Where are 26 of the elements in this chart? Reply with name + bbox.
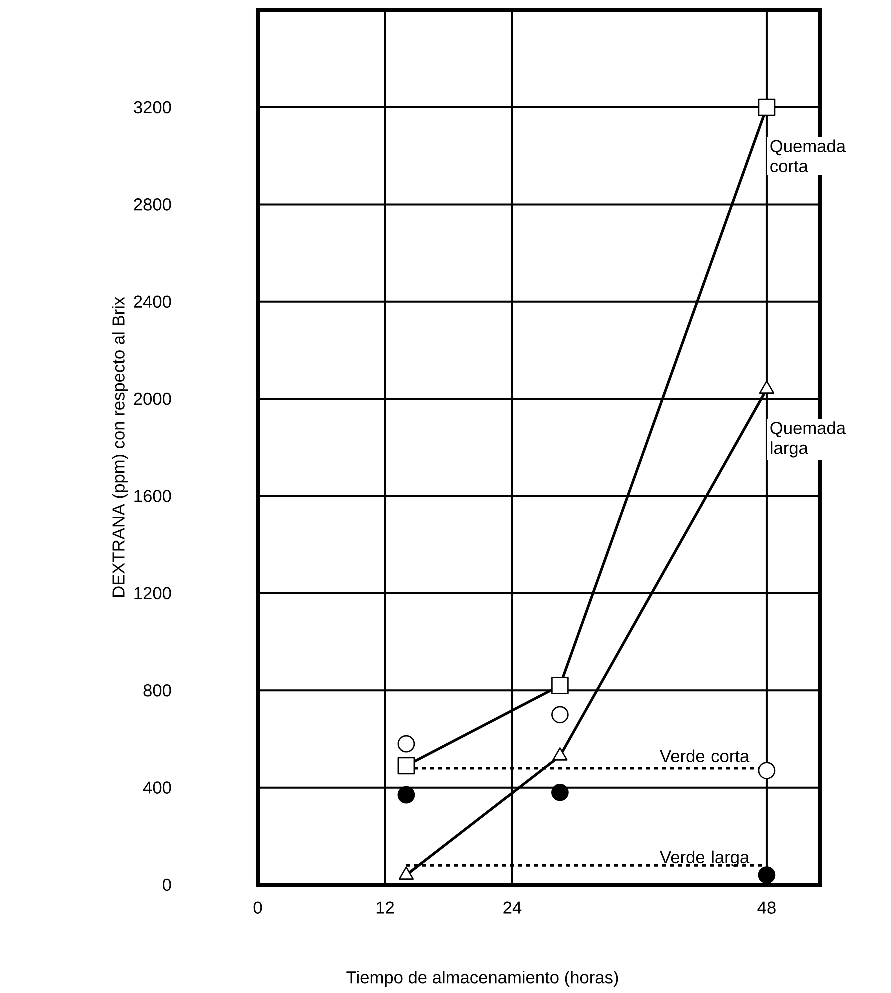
y-axis-title: DEXTRANA (ppm) con respecto al Brix [112, 297, 128, 597]
x-tick-label: 12 [376, 902, 394, 914]
y-tick-label: 1200 [134, 587, 172, 600]
x-axis-title: Tiempo de almacenamiento (horas) [346, 971, 618, 988]
point [758, 762, 776, 780]
x-tick-label: 48 [758, 902, 776, 914]
point [398, 786, 416, 804]
series-label: Quemada corta [770, 140, 846, 173]
y-tick-label: 3200 [134, 101, 172, 114]
y-tick-label: 2000 [134, 392, 172, 406]
y-tick-label: 2800 [134, 198, 172, 211]
point [758, 866, 776, 884]
series-label: Verde larga [660, 850, 750, 868]
y-tick-label: 2400 [134, 296, 172, 308]
x-tick-label: 0 [254, 902, 262, 914]
point [758, 98, 776, 116]
series-label: Verde corta [660, 750, 750, 763]
y-tick-label: 1600 [134, 490, 172, 502]
y-tick-label: 0 [162, 878, 172, 892]
point [398, 757, 416, 775]
y-tick-label: 400 [143, 782, 172, 794]
y-tick-label: 800 [144, 684, 172, 697]
series-label: Quemada larga [770, 422, 846, 458]
x-tick-label: 24 [504, 902, 522, 914]
point [552, 677, 569, 694]
point [552, 784, 569, 802]
